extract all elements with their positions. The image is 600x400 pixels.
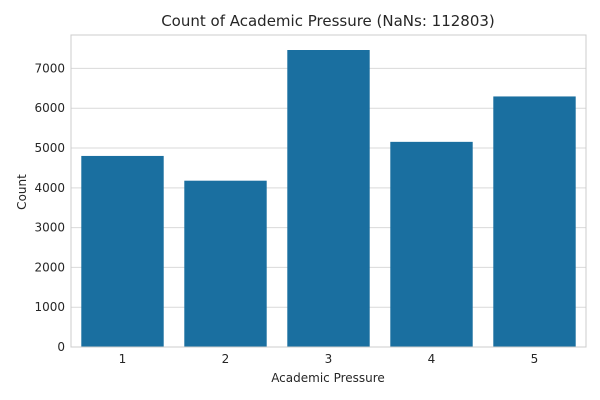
x-tick-label: 4 (428, 352, 436, 366)
y-tick-label: 6000 (34, 101, 65, 115)
y-tick-label: 0 (57, 340, 65, 354)
y-axis-label: Count (15, 174, 29, 210)
bar-1 (81, 155, 164, 347)
y-tick-label: 5000 (34, 141, 65, 155)
chart-title: Count of Academic Pressure (NaNs: 112803… (161, 12, 495, 30)
x-axis-label: Academic Pressure (271, 371, 385, 385)
y-tick-label: 2000 (34, 260, 65, 274)
tick-labels: 0 1000 2000 3000 4000 5000 6000 7000 1 2 3 4 5 (34, 61, 538, 366)
x-tick-label: 3 (325, 352, 333, 366)
plot-frame (70, 34, 587, 348)
x-tick-label: 2 (222, 352, 230, 366)
bar-2 (184, 180, 267, 347)
y-tick-label: 4000 (34, 181, 65, 195)
bars (81, 50, 576, 348)
y-tick-label: 1000 (34, 300, 65, 314)
bar-4 (390, 141, 473, 347)
y-tick-label: 7000 (34, 61, 65, 75)
y-tick-label: 3000 (34, 221, 65, 235)
bar-3 (287, 50, 370, 348)
bar-5 (493, 96, 576, 347)
x-tick-label: 5 (531, 352, 539, 366)
x-tick-label: 1 (119, 352, 127, 366)
